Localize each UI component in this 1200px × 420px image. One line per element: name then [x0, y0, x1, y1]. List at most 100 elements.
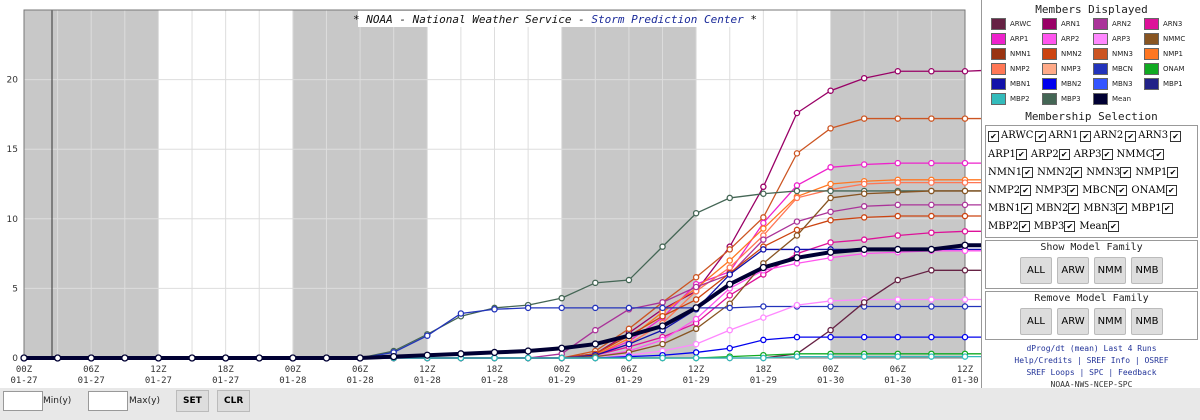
member-swatch: [1093, 78, 1108, 90]
remove-arw-button[interactable]: ARW: [1057, 307, 1089, 335]
checkbox[interactable]: ✔: [1165, 185, 1177, 196]
checkbox[interactable]: ✔: [1068, 203, 1080, 214]
point-arn3-21: [726, 292, 734, 299]
set-button[interactable]: SET: [176, 390, 209, 412]
select-mean[interactable]: Mean ✔: [1079, 218, 1121, 236]
y-axis-ticks: 0 5 10 15 20: [7, 76, 19, 364]
select-mbn1[interactable]: MBN1 ✔: [988, 200, 1034, 218]
checkbox[interactable]: ✔: [1020, 203, 1032, 214]
point-mbcn-22: [760, 303, 767, 310]
checkbox[interactable]: ✔: [1022, 167, 1034, 178]
point-mean-25: [860, 245, 868, 254]
member-label: NMP3: [1061, 65, 1081, 73]
min-y-label: Min(y): [43, 396, 72, 406]
select-nmmc[interactable]: NMMC ✔: [1117, 146, 1167, 164]
checkbox[interactable]: ✔: [1018, 221, 1030, 232]
point-mbn2-24: [827, 333, 834, 341]
select-arn2[interactable]: ✔ ARN2: [1080, 127, 1123, 145]
point-mbcn-14: [491, 306, 498, 313]
checkbox[interactable]: ✔: [1067, 185, 1079, 196]
member-label: ARN3: [1163, 20, 1183, 28]
point-mbp2-20: [692, 354, 700, 362]
point-mbcn-21: [726, 304, 734, 312]
max-y-input[interactable]: [88, 391, 128, 411]
select-arn1[interactable]: ✔ ARN1: [1035, 127, 1078, 145]
select-mbn2[interactable]: MBN2 ✔: [1036, 200, 1082, 218]
select-mbp3[interactable]: MBP3 ✔: [1034, 218, 1078, 236]
x-tick-date: 01-28: [347, 376, 374, 386]
select-nmn2[interactable]: NMN2 ✔: [1037, 164, 1084, 182]
checkbox[interactable]: ✔: [1058, 149, 1070, 160]
point-mean-17: [591, 340, 599, 348]
checkbox-arp1[interactable]: ✔: [1170, 130, 1182, 142]
feedback-link[interactable]: Feedback: [1118, 367, 1157, 377]
point-mean-2: [87, 354, 95, 362]
select-nmp3[interactable]: NMP3 ✔: [1035, 182, 1080, 200]
remove-all-button[interactable]: ALL: [1020, 307, 1052, 335]
sref-loops-link[interactable]: SREF Loops: [1026, 367, 1075, 377]
select-mbp2[interactable]: MBP2 ✔: [988, 218, 1032, 236]
checkbox[interactable]: ✔: [1161, 203, 1173, 214]
osref-link[interactable]: OSREF: [1144, 355, 1169, 365]
select-arn3[interactable]: ✔ ARN3: [1125, 127, 1168, 145]
select-label: NMN1: [988, 166, 1023, 178]
point-arp3-28: [961, 296, 969, 303]
select-arp3[interactable]: ARP3 ✔: [1074, 146, 1115, 164]
point-mean-11: [390, 352, 398, 361]
min-y-input[interactable]: [3, 391, 43, 411]
select-mbp1[interactable]: MBP1 ✔: [1131, 200, 1175, 218]
checkbox[interactable]: ✔: [1116, 203, 1128, 214]
member-label: NMP1: [1163, 50, 1183, 58]
select-mbn3[interactable]: MBN3 ✔: [1083, 200, 1129, 218]
checkbox[interactable]: ✔: [1120, 167, 1132, 178]
point-mbp2-16: [558, 354, 565, 362]
checkbox[interactable]: ✔: [1035, 130, 1047, 142]
x-tick-hour: 12Z: [150, 365, 167, 375]
select-arp2[interactable]: ARP2 ✔: [1031, 146, 1072, 164]
select-arp1[interactable]: ARP1 ✔: [988, 146, 1029, 164]
dprog-link[interactable]: dProg/dt (mean) Last 4 Runs: [1026, 343, 1157, 353]
sref-info-link[interactable]: SREF Info: [1086, 355, 1131, 365]
checkbox[interactable]: ✔: [1101, 149, 1113, 160]
select-mbcn[interactable]: MBCN ✔: [1082, 182, 1129, 200]
checkbox[interactable]: ✔: [1107, 221, 1119, 232]
checkbox[interactable]: ✔: [1167, 167, 1179, 178]
show-all-button[interactable]: ALL: [1020, 256, 1052, 284]
member-nmn3: NMN3: [1093, 48, 1144, 60]
selection-row: MBN1 ✔ MBN2 ✔ MBN3 ✔ MBP1 ✔: [988, 200, 1195, 218]
checkbox[interactable]: ✔: [988, 130, 999, 142]
point-arp3-24: [827, 297, 834, 305]
member-label: MBP1: [1163, 80, 1183, 88]
member-swatch: [1042, 63, 1057, 75]
checkbox[interactable]: ✔: [1125, 130, 1137, 142]
footer-credit: NOAA-NWS-NCEP-SPC: [1050, 379, 1133, 389]
selection-row: MBP2 ✔ MBP3 ✔ Mean ✔: [988, 218, 1195, 236]
remove-nmb-button[interactable]: NMB: [1131, 307, 1163, 335]
spc-link[interactable]: SPC: [1089, 367, 1104, 377]
point-nmn2-25: [860, 214, 868, 221]
checkbox[interactable]: ✔: [1116, 185, 1128, 196]
select-nmp2[interactable]: NMP2 ✔: [988, 182, 1033, 200]
checkbox[interactable]: ✔: [1020, 185, 1032, 196]
y-tick-label: 5: [12, 284, 18, 294]
show-nmm-button[interactable]: NMM: [1094, 256, 1126, 284]
checkbox[interactable]: ✔: [1064, 221, 1076, 232]
checkbox[interactable]: ✔: [1071, 167, 1083, 178]
show-nmb-button[interactable]: NMB: [1131, 256, 1163, 284]
point-mbp2-19: [659, 354, 666, 362]
checkbox[interactable]: ✔: [1080, 130, 1092, 142]
remove-nmm-button[interactable]: NMM: [1094, 307, 1126, 335]
checkbox[interactable]: ✔: [1153, 149, 1165, 160]
select-onam[interactable]: ONAM ✔: [1131, 182, 1178, 200]
member-swatch: [1093, 48, 1108, 60]
point-arp3-23: [793, 301, 801, 309]
show-arw-button[interactable]: ARW: [1057, 256, 1089, 284]
select-nmn3[interactable]: NMN3 ✔: [1086, 164, 1133, 182]
clr-button[interactable]: CLR: [217, 390, 251, 412]
select-arwc[interactable]: ✔ ARWC: [988, 127, 1033, 145]
help-link[interactable]: Help/Credits: [1014, 355, 1073, 365]
select-nmp1[interactable]: NMP1 ✔: [1135, 164, 1180, 182]
checkbox[interactable]: ✔: [1015, 149, 1027, 160]
point-nmn2-24: [827, 216, 834, 224]
select-nmn1[interactable]: NMN1 ✔: [988, 164, 1035, 182]
